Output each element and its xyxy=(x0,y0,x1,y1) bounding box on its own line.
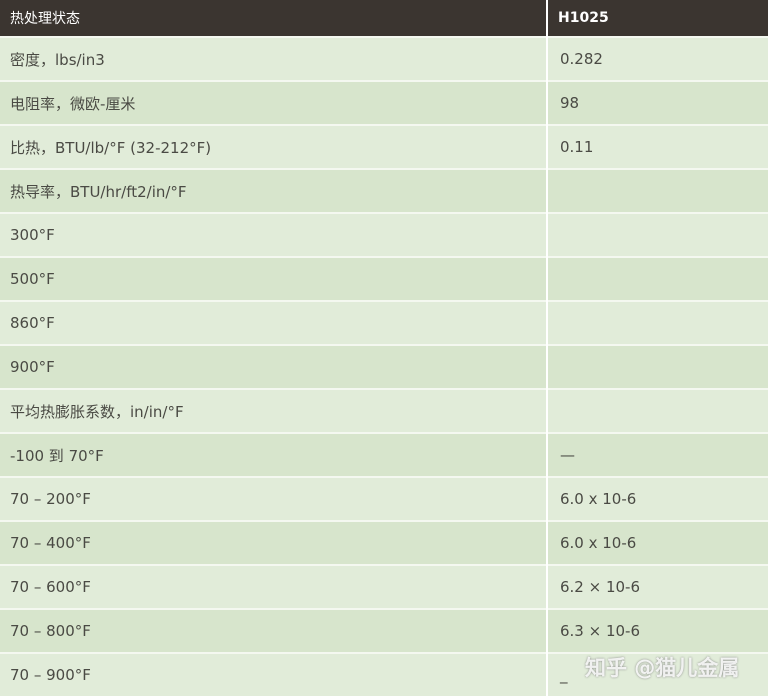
row-label: 70 – 800°F xyxy=(0,608,548,653)
table-row: 70 – 900°F _ xyxy=(0,652,768,696)
row-value: 98 xyxy=(547,80,768,125)
row-label: 70 – 200°F xyxy=(0,476,548,521)
row-label: -100 到 70°F xyxy=(0,432,548,477)
row-value: 6.0 x 10-6 xyxy=(547,520,768,565)
row-label: 平均热膨胀系数，in/in/°F xyxy=(0,388,548,433)
row-label: 70 – 400°F xyxy=(0,520,548,565)
table-row: 70 – 600°F 6.2 × 10-6 xyxy=(0,564,768,609)
row-value: 0.11 xyxy=(547,124,768,169)
row-value: 6.0 x 10-6 xyxy=(547,476,768,521)
table-row: 电阻率，微欧-厘米 98 xyxy=(0,80,768,125)
row-label: 860°F xyxy=(0,300,548,345)
row-label: 500°F xyxy=(0,256,548,301)
row-value xyxy=(547,168,768,213)
header-value: H1025 xyxy=(547,0,768,37)
watermark: 知乎 @猫儿金属 xyxy=(585,656,740,680)
table-row: 500°F xyxy=(0,256,768,301)
table-row: 300°F xyxy=(0,212,768,257)
table-row: 比热，BTU/lb/°F (32-212°F) 0.11 xyxy=(0,124,768,169)
row-value xyxy=(547,212,768,257)
row-value: 6.2 × 10-6 xyxy=(547,564,768,609)
row-label: 70 – 900°F xyxy=(0,652,548,696)
table-row: 70 – 400°F 6.0 x 10-6 xyxy=(0,520,768,565)
row-label: 密度，lbs/in3 xyxy=(0,36,548,81)
table-row: 900°F xyxy=(0,344,768,389)
row-label: 70 – 600°F xyxy=(0,564,548,609)
table-row: 热导率，BTU/hr/ft2/in/°F xyxy=(0,168,768,213)
row-value xyxy=(547,300,768,345)
row-label: 比热，BTU/lb/°F (32-212°F) xyxy=(0,124,548,169)
row-label: 900°F xyxy=(0,344,548,389)
row-value: 0.282 xyxy=(547,36,768,81)
table-row: 70 – 200°F 6.0 x 10-6 xyxy=(0,476,768,521)
row-label: 300°F xyxy=(0,212,548,257)
row-value xyxy=(547,256,768,301)
header-row: 热处理状态 H1025 xyxy=(0,0,768,37)
row-value: 6.3 × 10-6 xyxy=(547,608,768,653)
row-value xyxy=(547,388,768,433)
table-row: 密度，lbs/in3 0.282 xyxy=(0,36,768,81)
row-value: _ xyxy=(547,652,768,696)
row-value: — xyxy=(547,432,768,477)
table-row: 平均热膨胀系数，in/in/°F xyxy=(0,388,768,433)
table-row: -100 到 70°F — xyxy=(0,432,768,477)
table-row: 860°F xyxy=(0,300,768,345)
table-row: 70 – 800°F 6.3 × 10-6 xyxy=(0,608,768,653)
header-property: 热处理状态 xyxy=(0,0,548,37)
row-label: 电阻率，微欧-厘米 xyxy=(0,80,548,125)
row-value xyxy=(547,344,768,389)
row-label: 热导率，BTU/hr/ft2/in/°F xyxy=(0,168,548,213)
